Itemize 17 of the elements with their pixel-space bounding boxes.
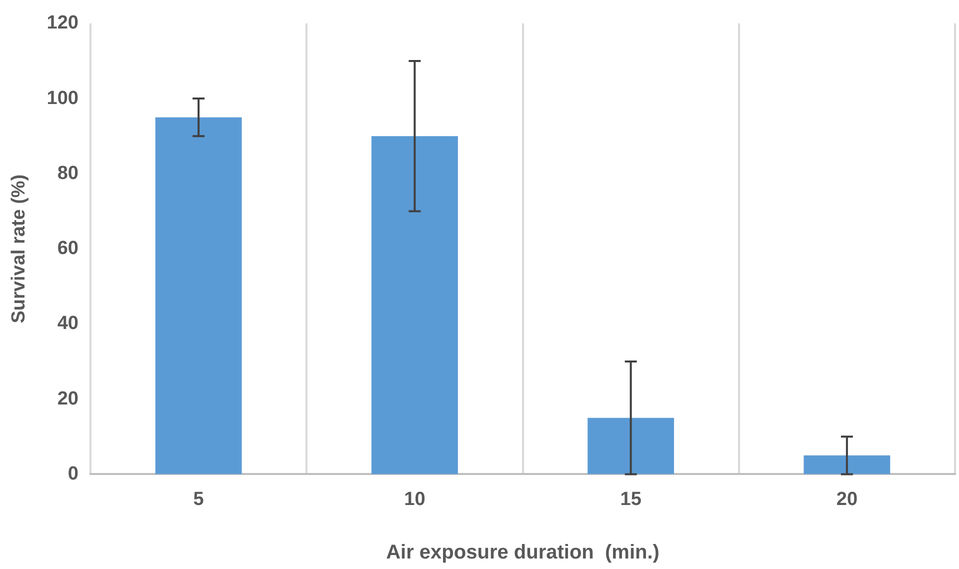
y-tick-label: 20 — [57, 388, 78, 410]
bar — [588, 418, 674, 474]
x-axis-title: Air exposure duration (min.) — [386, 542, 660, 564]
y-tick-label: 120 — [46, 12, 78, 34]
bar — [371, 136, 458, 474]
x-tick-label: 20 — [836, 488, 858, 510]
y-tick-label: 100 — [46, 88, 78, 109]
bar — [155, 117, 242, 474]
y-tick-label: 0 — [68, 463, 78, 484]
y-axis-title: Survival rate (%) — [8, 174, 30, 324]
y-tick-label: 40 — [57, 313, 78, 334]
y-tick-label: 80 — [57, 162, 78, 184]
x-tick-label: 5 — [193, 488, 204, 510]
x-tick-label: 15 — [620, 488, 642, 510]
x-tick-label: 10 — [404, 488, 426, 510]
bar — [804, 455, 890, 474]
y-tick-label: 60 — [57, 238, 78, 260]
